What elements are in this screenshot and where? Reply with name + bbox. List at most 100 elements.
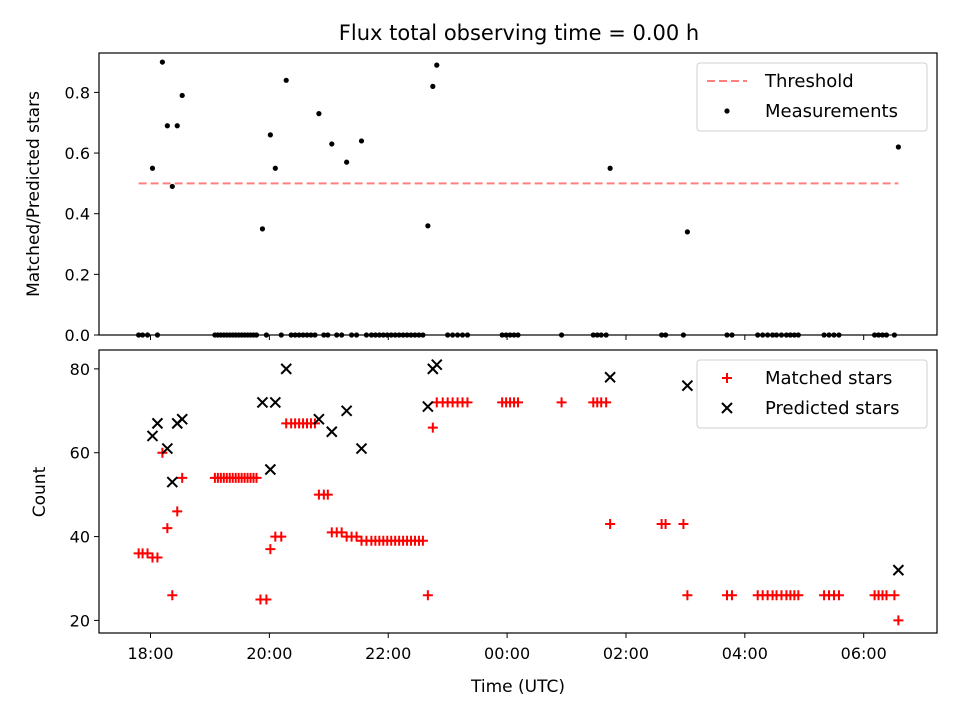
predicted-stars-point: [166, 476, 179, 488]
measurement-point: [344, 159, 350, 165]
predicted-stars-point: [269, 396, 282, 409]
matched-stars-point: [265, 544, 276, 555]
measurement-point: [159, 59, 165, 65]
y-tick: 80: [70, 360, 99, 379]
matched-stars-point: [422, 590, 433, 601]
x-tick-label: 18:00: [127, 644, 173, 663]
matched-stars-point: [261, 594, 272, 605]
legend-item: Threshold: [707, 71, 854, 92]
x-tick: 18:00: [127, 633, 174, 663]
legend-marker: [722, 373, 732, 383]
y-tick-label: 0.4: [65, 205, 90, 224]
matched-stars-point: [172, 506, 183, 517]
top-panel: 0.00.20.40.60.8 Matched/Predicted stars …: [24, 52, 938, 345]
y-tick: 0.0: [65, 326, 99, 345]
matched-stars-point: [417, 535, 428, 546]
predicted-stars-point: [422, 400, 434, 413]
matched-stars-point: [893, 615, 904, 626]
predicted-stars-point: [604, 371, 616, 383]
y-tick: 0.2: [65, 265, 99, 284]
y-tick-label: 0.0: [65, 326, 90, 345]
x-tick-label: 02:00: [603, 644, 649, 663]
legend-frame: [696, 62, 928, 132]
predicted-stars-point: [280, 363, 292, 375]
x-tick: 02:00: [603, 633, 649, 663]
y-tick-label: 0.2: [65, 265, 90, 284]
predicted-stars-point: [264, 463, 277, 476]
measurement-point: [329, 141, 335, 147]
measurement-point: [283, 77, 289, 83]
x-tick: 06:00: [841, 633, 887, 663]
series-matched-stars: [133, 397, 904, 626]
measurement-point: [267, 132, 273, 138]
predicted-stars-point: [431, 358, 443, 371]
matched-stars-point: [889, 590, 900, 601]
top-x-axis: [150, 335, 865, 340]
x-tick-label: 06:00: [841, 644, 887, 663]
measurement-point: [174, 123, 180, 129]
legend-item: Measurements: [724, 101, 898, 122]
measurement-point: [164, 123, 170, 129]
measurement-point: [430, 83, 436, 89]
measurement-point: [169, 183, 175, 190]
matched-stars-point: [177, 472, 188, 483]
measurement-point: [358, 138, 365, 144]
matched-stars-point: [152, 552, 163, 563]
top-y-axis: 0.0 0.2 0.4 0.6 0.8: [65, 83, 99, 345]
bottom-y-axis: 20 40 60 80: [70, 360, 99, 630]
legend-marker: [721, 402, 733, 414]
bottom-axes-frame: [98, 349, 938, 634]
legend-item: Matched stars: [722, 368, 892, 389]
y-tick-label: 20: [70, 611, 90, 630]
predicted-stars-point: [256, 396, 269, 409]
matched-stars-point: [162, 523, 173, 534]
matched-stars-point: [462, 397, 473, 408]
x-tick-label: 22:00: [365, 644, 411, 663]
top-y-axis-label: Matched/Predicted stars: [24, 91, 44, 297]
predicted-stars-point: [146, 430, 159, 442]
top-axes-frame: [98, 52, 938, 336]
chart-title: Flux total observing time = 0.00 h: [339, 21, 699, 45]
matched-stars-point: [726, 590, 737, 601]
x-tick-label: 20:00: [246, 644, 292, 663]
y-tick: 60: [70, 444, 99, 463]
predicted-stars-point: [681, 379, 694, 392]
legend-label: Predicted stars: [765, 398, 899, 419]
top-legend: Threshold Measurements: [696, 62, 928, 132]
matched-stars-point: [601, 397, 612, 408]
matched-stars-point: [167, 590, 178, 601]
predicted-stars-point: [176, 413, 188, 425]
measurement-point: [425, 223, 431, 229]
matched-stars-point: [251, 472, 262, 483]
x-tick: 20:00: [246, 633, 292, 663]
x-tick: 00:00: [484, 633, 530, 663]
y-tick: 40: [70, 528, 99, 547]
matched-stars-point: [833, 590, 844, 601]
measurement-point: [316, 111, 322, 117]
measurement-point: [684, 229, 690, 235]
matched-stars-point: [605, 518, 616, 529]
y-tick: 0.8: [65, 83, 99, 102]
predicted-stars-point: [355, 442, 368, 455]
y-tick: 0.4: [65, 205, 99, 224]
matched-stars-point: [660, 518, 671, 529]
predicted-stars-point: [892, 564, 905, 576]
measurement-point: [272, 165, 278, 171]
legend-label: Threshold: [764, 71, 854, 92]
y-tick: 0.6: [65, 144, 99, 163]
predicted-stars-point: [151, 417, 164, 430]
predicted-stars-point: [326, 426, 338, 438]
legend-marker: [724, 108, 730, 114]
x-tick-label: 04:00: [722, 644, 768, 663]
legend-label: Matched stars: [765, 368, 892, 389]
predicted-stars-point: [313, 413, 325, 425]
bottom-y-axis-label: Count: [30, 466, 50, 517]
bottom-legend: Matched stars Predicted stars: [696, 359, 928, 429]
legend-item: Predicted stars: [721, 398, 899, 419]
legend-label: Measurements: [765, 101, 898, 122]
x-tick-label: 00:00: [484, 644, 530, 663]
measurement-point: [259, 226, 266, 232]
bottom-x-axis: 18:00 20:00 22:00 00:00 02:00 04:00 06:00: [127, 633, 887, 663]
predicted-stars-point: [161, 442, 174, 455]
